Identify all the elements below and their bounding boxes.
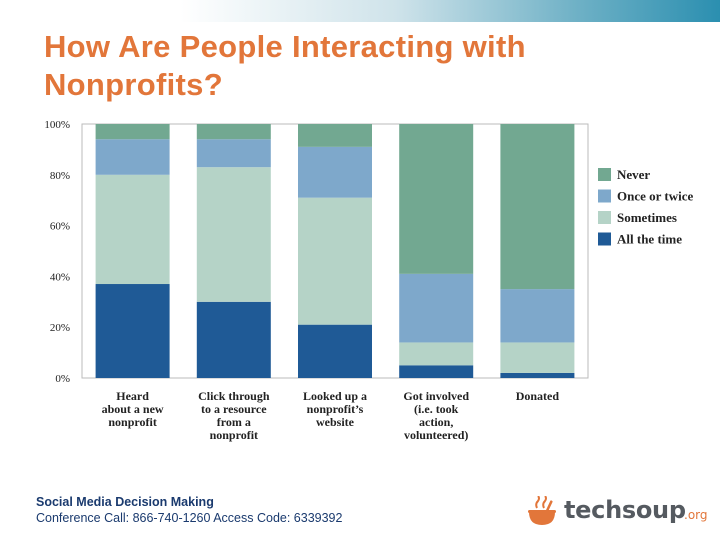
bar-segment	[298, 146, 372, 198]
bar-segment	[399, 124, 474, 274]
x-category-label: nonprofit	[210, 428, 258, 442]
bar-segment	[399, 342, 474, 366]
x-category-label: Heard	[116, 389, 149, 403]
y-tick-label: 100%	[44, 119, 70, 131]
bar-segment	[500, 124, 575, 290]
legend-label: Once or twice	[617, 189, 694, 204]
x-category-label: website	[316, 415, 355, 429]
bar-segment	[196, 139, 271, 168]
y-tick-label: 0%	[55, 373, 70, 385]
legend-label: Never	[617, 167, 650, 182]
logo-suffix: .org	[684, 508, 708, 522]
slide-title-line-2: Nonprofits?	[44, 67, 223, 102]
legend-swatch	[598, 189, 611, 203]
bar-segment	[500, 289, 575, 343]
bar-segment	[196, 301, 271, 378]
bar-segment	[95, 139, 170, 175]
legend-label: Sometimes	[617, 210, 677, 225]
techsoup-logo: techsoup .org	[526, 494, 716, 534]
footer-line-2: Conference Call: 866-740-1260 Access Cod…	[36, 511, 343, 525]
footer-text: Social Media Decision Making Conference …	[36, 494, 342, 526]
x-category-label: volunteered)	[404, 428, 468, 442]
x-category-label: Looked up a	[303, 389, 367, 403]
x-category-label: Got involved	[403, 389, 469, 403]
slide-title: How Are People Interacting with Nonprofi…	[44, 28, 644, 104]
legend-swatch	[598, 211, 611, 224]
legend-swatch	[598, 168, 611, 181]
bar-segment	[95, 284, 170, 378]
y-tick-label: 80%	[50, 170, 70, 182]
legend-label: All the time	[617, 232, 682, 247]
x-category-label: Click through	[198, 389, 270, 403]
x-category-label: Donated	[516, 389, 560, 403]
x-category-label: from a	[217, 415, 251, 429]
techsoup-bowl-icon	[528, 496, 556, 525]
bar-segment	[399, 273, 474, 343]
bar-segment	[196, 167, 271, 302]
bar-segment	[500, 342, 575, 373]
y-tick-label: 20%	[50, 322, 70, 334]
stacked-bar-chart: 0% 20% 40% 60% 80% 100% Heard about a new nonpro…	[0, 110, 720, 460]
y-tick-label: 40%	[50, 271, 70, 283]
bar-segment	[95, 124, 170, 140]
legend-swatch	[598, 232, 611, 246]
footer-line-1: Social Media Decision Making	[36, 495, 214, 509]
y-tick-label: 60%	[50, 221, 70, 233]
logo-wordmark: techsoup	[564, 496, 686, 524]
x-category-label: action,	[419, 415, 453, 429]
bar-segment	[298, 124, 372, 147]
x-category-label: nonprofit’s	[307, 402, 364, 416]
bar-segment	[298, 197, 372, 325]
x-category-label: to a resource	[201, 402, 267, 416]
bar-segment	[196, 124, 271, 140]
title-band	[0, 0, 720, 22]
slide-title-line-1: How Are People Interacting with	[44, 29, 526, 64]
bar-segment	[399, 365, 474, 378]
bar-segment	[298, 324, 372, 378]
x-category-label: nonprofit	[108, 415, 156, 429]
x-category-label: (i.e. took	[414, 402, 459, 416]
bar-segment	[95, 174, 170, 285]
x-category-label: about a new	[102, 402, 164, 416]
bar-segment	[500, 372, 575, 378]
